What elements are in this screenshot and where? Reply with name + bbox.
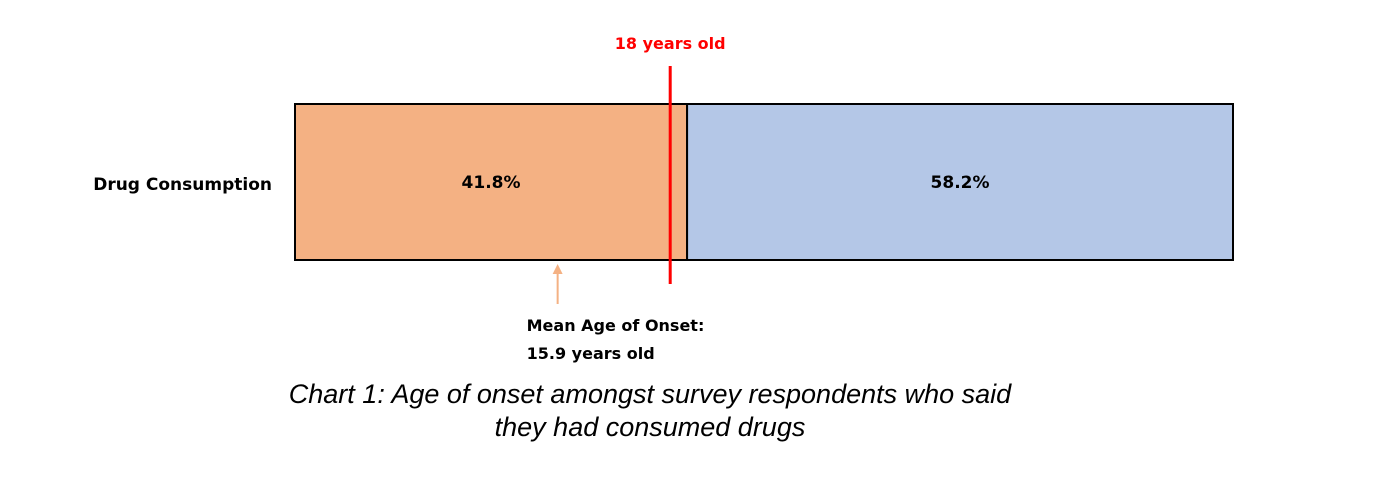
category-label-drug-consumption: Drug Consumption xyxy=(93,175,272,195)
segment-label-under-18: 41.8% xyxy=(462,173,521,193)
mean-age-arrow xyxy=(552,264,563,304)
mean-age-arrow-head xyxy=(552,264,563,274)
mean-age-annotation-title: Mean Age of Onset: xyxy=(527,316,705,335)
chart-caption: Chart 1: Age of onset amongst survey res… xyxy=(150,378,1150,444)
chart-caption-line-1: Chart 1: Age of onset amongst survey res… xyxy=(288,379,1012,409)
mean-age-annotation-value: 15.9 years old xyxy=(527,344,655,363)
marker-label-18-years: 18 years old xyxy=(615,34,726,53)
stacked-bar-chart: Drug Consumption 41.8% 58.2% 18 years ol… xyxy=(93,34,1234,363)
segment-label-over-18: 58.2% xyxy=(931,173,990,193)
chart-caption-line-2: they had consumed drugs xyxy=(494,412,806,442)
bar-segment-over-18 xyxy=(686,103,1234,261)
bar-segment-under-18 xyxy=(294,103,689,261)
